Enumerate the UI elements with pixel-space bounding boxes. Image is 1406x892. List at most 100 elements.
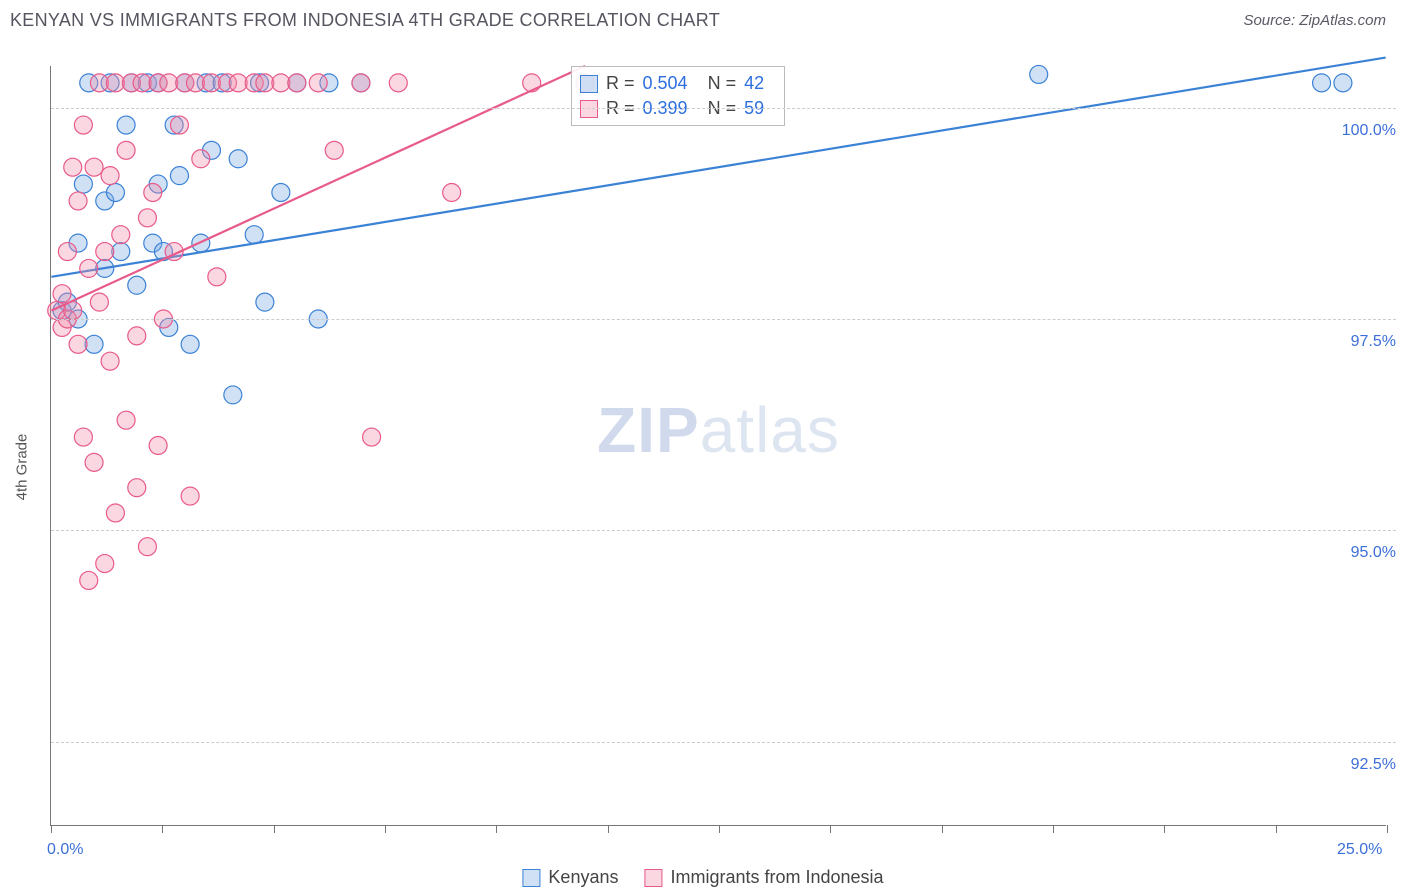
- data-point: [96, 555, 114, 573]
- data-point: [128, 276, 146, 294]
- data-point: [309, 74, 327, 92]
- correlation-legend: R = 0.504N = 42R = 0.399N = 59: [571, 66, 785, 126]
- data-point: [85, 335, 103, 353]
- data-point: [106, 184, 124, 202]
- gridline: [51, 530, 1396, 531]
- data-point: [288, 74, 306, 92]
- data-point: [443, 184, 461, 202]
- data-point: [229, 150, 247, 168]
- data-point: [128, 479, 146, 497]
- data-point: [69, 335, 87, 353]
- data-point: [256, 74, 274, 92]
- legend-swatch: [522, 869, 540, 887]
- data-point: [112, 226, 130, 244]
- data-point: [389, 74, 407, 92]
- data-point: [74, 428, 92, 446]
- chart-title: KENYAN VS IMMIGRANTS FROM INDONESIA 4TH …: [10, 10, 720, 31]
- x-axis-label: 25.0%: [1337, 841, 1382, 859]
- data-point: [170, 167, 188, 185]
- x-tick: [1053, 825, 1054, 833]
- data-point: [80, 571, 98, 589]
- data-point: [325, 141, 343, 159]
- data-point: [133, 74, 151, 92]
- data-point: [352, 74, 370, 92]
- legend-item: Immigrants from Indonesia: [644, 867, 883, 888]
- x-tick: [162, 825, 163, 833]
- x-tick: [385, 825, 386, 833]
- data-point: [363, 428, 381, 446]
- data-point: [149, 437, 167, 455]
- x-tick: [51, 825, 52, 833]
- data-point: [1313, 74, 1331, 92]
- chart-container: 4th Grade ZIPatlas R = 0.504N = 42R = 0.…: [10, 42, 1396, 892]
- data-point: [186, 74, 204, 92]
- data-point: [90, 74, 108, 92]
- gridline: [51, 319, 1396, 320]
- x-tick: [942, 825, 943, 833]
- legend-row: R = 0.504N = 42: [580, 71, 776, 96]
- data-point: [224, 386, 242, 404]
- y-tick-label: 100.0%: [1342, 122, 1396, 140]
- data-point: [1334, 74, 1352, 92]
- source-label: Source: ZipAtlas.com: [1243, 12, 1386, 29]
- data-point: [272, 184, 290, 202]
- legend-item: Kenyans: [522, 867, 618, 888]
- data-point: [160, 74, 178, 92]
- x-tick: [496, 825, 497, 833]
- data-point: [74, 175, 92, 193]
- data-point: [101, 352, 119, 370]
- data-point: [80, 259, 98, 277]
- y-tick-label: 97.5%: [1351, 333, 1396, 351]
- data-point: [181, 335, 199, 353]
- data-point: [208, 268, 226, 286]
- data-point: [117, 411, 135, 429]
- data-point: [112, 243, 130, 261]
- data-point: [202, 74, 220, 92]
- chart-svg: [51, 66, 1386, 825]
- gridline: [51, 108, 1396, 109]
- series-legend: Kenyans Immigrants from Indonesia: [522, 867, 883, 888]
- x-axis-label: 0.0%: [47, 841, 83, 859]
- legend-swatch: [644, 869, 662, 887]
- x-tick: [1387, 825, 1388, 833]
- y-axis-label: 4th Grade: [14, 434, 31, 501]
- legend-label: Immigrants from Indonesia: [670, 867, 883, 888]
- data-point: [144, 184, 162, 202]
- y-tick-label: 92.5%: [1351, 756, 1396, 774]
- regression-line: [51, 66, 585, 311]
- data-point: [272, 74, 290, 92]
- data-point: [138, 538, 156, 556]
- data-point: [138, 209, 156, 227]
- data-point: [85, 453, 103, 471]
- data-point: [53, 285, 71, 303]
- data-point: [101, 167, 119, 185]
- data-point: [117, 141, 135, 159]
- x-tick: [830, 825, 831, 833]
- data-point: [170, 116, 188, 134]
- x-tick: [719, 825, 720, 833]
- data-point: [192, 150, 210, 168]
- data-point: [74, 116, 92, 134]
- data-point: [1030, 65, 1048, 83]
- legend-r-value: 0.504: [643, 73, 688, 94]
- data-point: [85, 158, 103, 176]
- data-point: [181, 487, 199, 505]
- x-tick: [608, 825, 609, 833]
- data-point: [90, 293, 108, 311]
- x-tick: [1164, 825, 1165, 833]
- legend-r-label: R =: [606, 73, 635, 94]
- data-point: [69, 192, 87, 210]
- x-tick: [1276, 825, 1277, 833]
- data-point: [256, 293, 274, 311]
- data-point: [117, 116, 135, 134]
- data-point: [523, 74, 541, 92]
- legend-label: Kenyans: [548, 867, 618, 888]
- data-point: [245, 226, 263, 244]
- data-point: [106, 74, 124, 92]
- data-point: [58, 243, 76, 261]
- data-point: [229, 74, 247, 92]
- gridline: [51, 742, 1396, 743]
- plot-area: ZIPatlas R = 0.504N = 42R = 0.399N = 59 …: [50, 66, 1386, 826]
- data-point: [128, 327, 146, 345]
- y-tick-label: 95.0%: [1351, 544, 1396, 562]
